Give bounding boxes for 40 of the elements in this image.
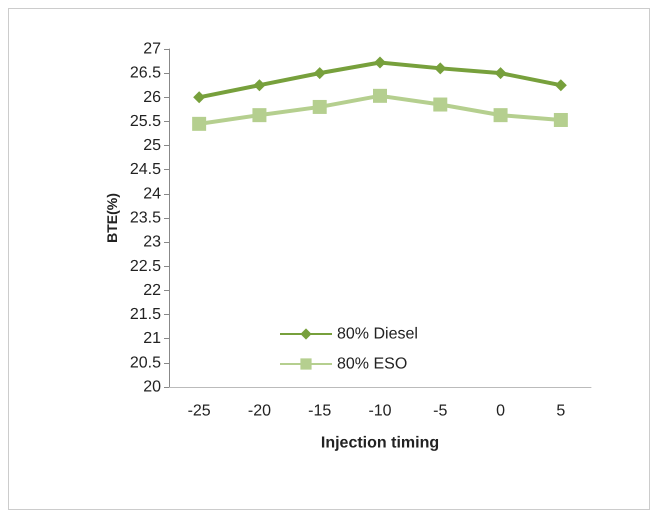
y-tick-label: 27 [143,40,162,58]
legend-label: 80% ESO [337,356,408,372]
y-tick-label: 20 [143,378,162,396]
y-tick-label: 25.5 [130,112,162,130]
point [253,79,266,92]
point [192,116,206,131]
point [494,67,507,80]
point [554,79,567,92]
y-tick-label: 23 [143,234,162,251]
y-tick-label: 24 [143,185,162,202]
y-tick-label: 24.5 [130,161,162,178]
x-tick-label: -5 [433,402,448,420]
legend-label: 80% Diesel [337,326,418,342]
y-axis-title: BTE(%) [104,193,120,243]
y-tick-label: 22.5 [130,258,162,275]
y-tick-label: 25 [143,137,162,154]
point [312,100,327,114]
point [373,88,387,103]
x-tick-label: -15 [308,402,332,420]
y-tick-label: 26 [143,88,162,106]
point [434,62,446,74]
point [433,98,448,112]
y-tick-label: 21.5 [130,306,162,324]
x-tick-label: -10 [368,402,392,420]
point [193,91,206,104]
x-tick-label: 0 [496,402,506,420]
y-tick-label: 26.5 [130,64,162,82]
y-tick-label: 22 [143,282,162,299]
x-axis-title: Injection timing [320,434,440,452]
x-tick-label: -25 [188,402,211,420]
y-tick-label: 21 [143,330,162,348]
x-tick-label: 5 [556,402,566,420]
point [554,112,568,127]
point [374,56,386,69]
point [252,108,266,122]
point [314,67,326,80]
y-tick-label: 20.5 [130,354,162,372]
point [494,108,508,122]
x-tick-label: -20 [248,402,272,420]
y-tick-label: 23.5 [130,210,162,226]
